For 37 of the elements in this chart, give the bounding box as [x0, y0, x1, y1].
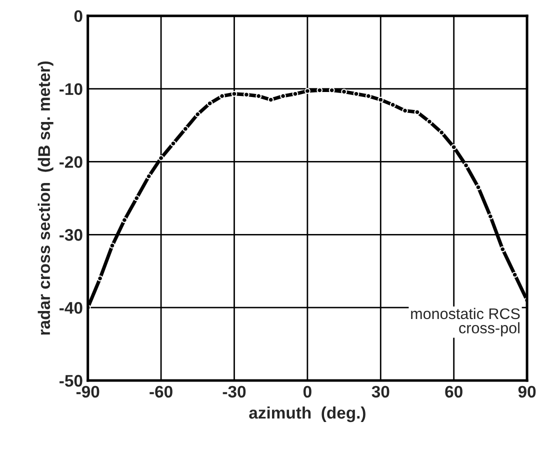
annotation: monostatic RCS cross-pol [411, 308, 520, 336]
point [450, 144, 457, 150]
point [134, 195, 140, 202]
point [146, 173, 152, 180]
point [231, 90, 238, 97]
point [170, 140, 176, 146]
point [304, 88, 310, 94]
point [194, 111, 201, 118]
point [438, 130, 445, 136]
y-tick-label: -40 [60, 302, 82, 314]
point [512, 272, 518, 278]
y-tick-label: -10 [60, 83, 82, 95]
x-tick-label: 30 [372, 386, 390, 398]
point [426, 118, 432, 125]
point [378, 96, 384, 103]
point [97, 275, 103, 282]
point [182, 126, 188, 132]
point [390, 102, 396, 108]
point [463, 162, 469, 168]
point [475, 184, 482, 190]
x-tick-label: 60 [445, 386, 462, 398]
y-tick-label: 0 [74, 10, 82, 22]
point [158, 155, 164, 162]
point [206, 100, 213, 106]
x-tick-label: -60 [150, 386, 172, 398]
x-tick-label: -90 [76, 386, 100, 398]
x-tick-label: 0 [303, 386, 312, 398]
y-tick-label: -50 [60, 374, 82, 387]
x-tick-label: -30 [222, 386, 246, 398]
y-tick-label: -30 [60, 229, 82, 241]
x-tick-label: 90 [518, 386, 536, 398]
x-axis-title: azimuth (deg.) [249, 406, 366, 422]
point [500, 246, 506, 252]
point [109, 242, 116, 249]
y-tick-label: -20 [60, 156, 82, 168]
point [121, 217, 128, 224]
y-axis-title: radar cross section (dB sq. meter) [38, 61, 54, 335]
